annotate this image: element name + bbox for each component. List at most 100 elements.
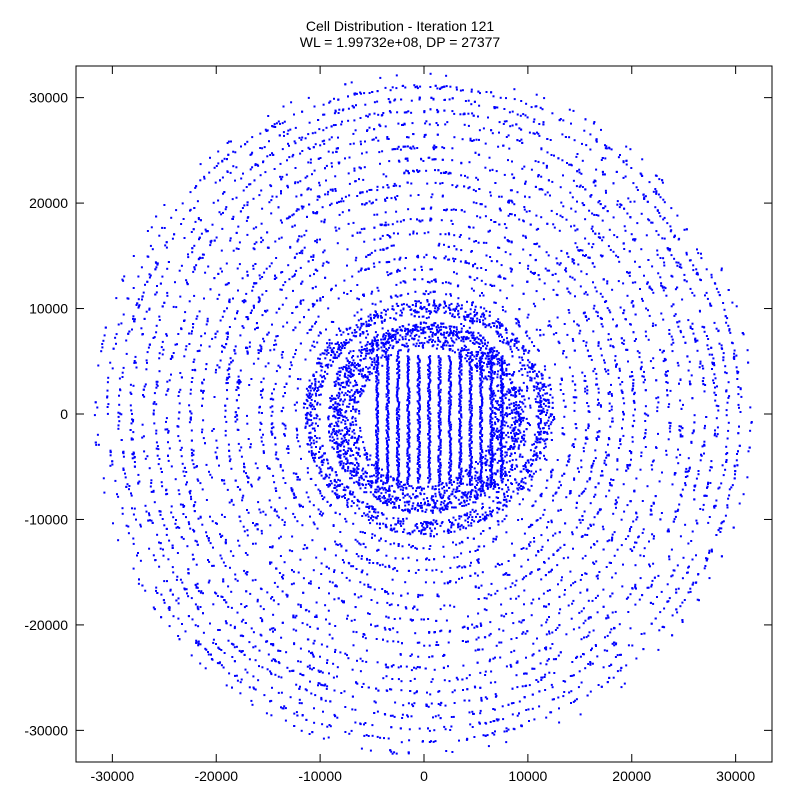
data-point [510, 270, 513, 273]
data-point [511, 542, 513, 545]
data-point [362, 467, 365, 470]
data-point [424, 122, 427, 125]
data-point [662, 360, 665, 363]
data-point [595, 372, 598, 375]
data-point [393, 618, 396, 620]
data-point [128, 485, 131, 487]
data-point [472, 139, 475, 142]
data-point [696, 349, 699, 352]
data-point [464, 100, 467, 102]
data-point [663, 264, 666, 267]
data-point [375, 136, 378, 139]
data-point [467, 615, 469, 618]
data-point [502, 718, 505, 721]
data-point [390, 603, 393, 606]
data-point [441, 182, 444, 184]
data-point [735, 305, 738, 308]
data-point [494, 730, 496, 733]
data-point [100, 350, 103, 353]
data-point [632, 414, 635, 417]
data-point [387, 737, 390, 740]
data-point [220, 557, 223, 560]
data-point [219, 533, 221, 536]
data-point [225, 420, 228, 423]
data-point [406, 136, 408, 139]
data-point [417, 194, 420, 196]
data-point [551, 631, 554, 634]
data-point [447, 641, 450, 644]
data-point [309, 349, 312, 352]
data-point [115, 342, 117, 345]
data-point [198, 310, 201, 313]
data-point [282, 574, 285, 577]
data-point [592, 330, 595, 333]
data-point [367, 115, 369, 118]
data-point [299, 660, 302, 663]
data-point [193, 294, 196, 297]
data-point [396, 195, 399, 197]
data-point [684, 476, 687, 478]
data-point [537, 160, 540, 163]
data-point [121, 507, 124, 510]
data-point [292, 512, 295, 515]
data-point [666, 381, 669, 384]
data-point [524, 331, 527, 334]
data-point [385, 247, 388, 250]
data-point [676, 214, 679, 217]
data-point [128, 488, 130, 491]
data-point [308, 733, 311, 735]
data-point [334, 226, 337, 229]
data-point [587, 242, 590, 245]
data-point [317, 315, 320, 318]
data-point [279, 650, 282, 652]
data-point [125, 524, 128, 527]
data-point [334, 540, 337, 543]
data-point [406, 714, 409, 717]
data-point [237, 375, 240, 378]
data-point [445, 750, 448, 752]
data-point [661, 181, 664, 184]
data-point [394, 148, 397, 151]
data-point [497, 246, 499, 249]
data-point [182, 218, 185, 220]
data-point [414, 508, 416, 511]
data-point [236, 418, 239, 421]
data-point [615, 363, 618, 366]
data-point [594, 449, 597, 452]
data-point [633, 391, 636, 394]
data-point [386, 689, 389, 692]
data-point [337, 370, 340, 373]
data-point [538, 134, 541, 137]
data-point [600, 405, 602, 408]
data-point [230, 498, 233, 501]
data-point [443, 679, 446, 682]
data-point [526, 387, 529, 390]
data-point [433, 729, 436, 732]
data-point [304, 688, 307, 691]
data-point [490, 260, 493, 263]
data-point [735, 459, 738, 462]
data-point [450, 725, 453, 728]
data-point [572, 179, 575, 182]
data-point [646, 282, 649, 285]
data-point [659, 276, 662, 279]
data-point [294, 126, 297, 129]
data-point [204, 332, 206, 335]
data-point [320, 683, 323, 686]
data-point [533, 370, 536, 373]
data-point [364, 532, 366, 534]
data-point [403, 171, 406, 174]
data-point [649, 565, 651, 568]
data-point [252, 285, 255, 288]
data-point [344, 652, 347, 655]
data-point [545, 486, 548, 489]
data-point [323, 496, 326, 499]
data-point [392, 568, 395, 571]
data-point [459, 89, 462, 92]
data-point [118, 403, 121, 406]
data-point [610, 338, 612, 341]
data-point [533, 272, 536, 275]
data-point [360, 143, 362, 146]
data-point [122, 366, 125, 369]
data-point [579, 329, 582, 332]
